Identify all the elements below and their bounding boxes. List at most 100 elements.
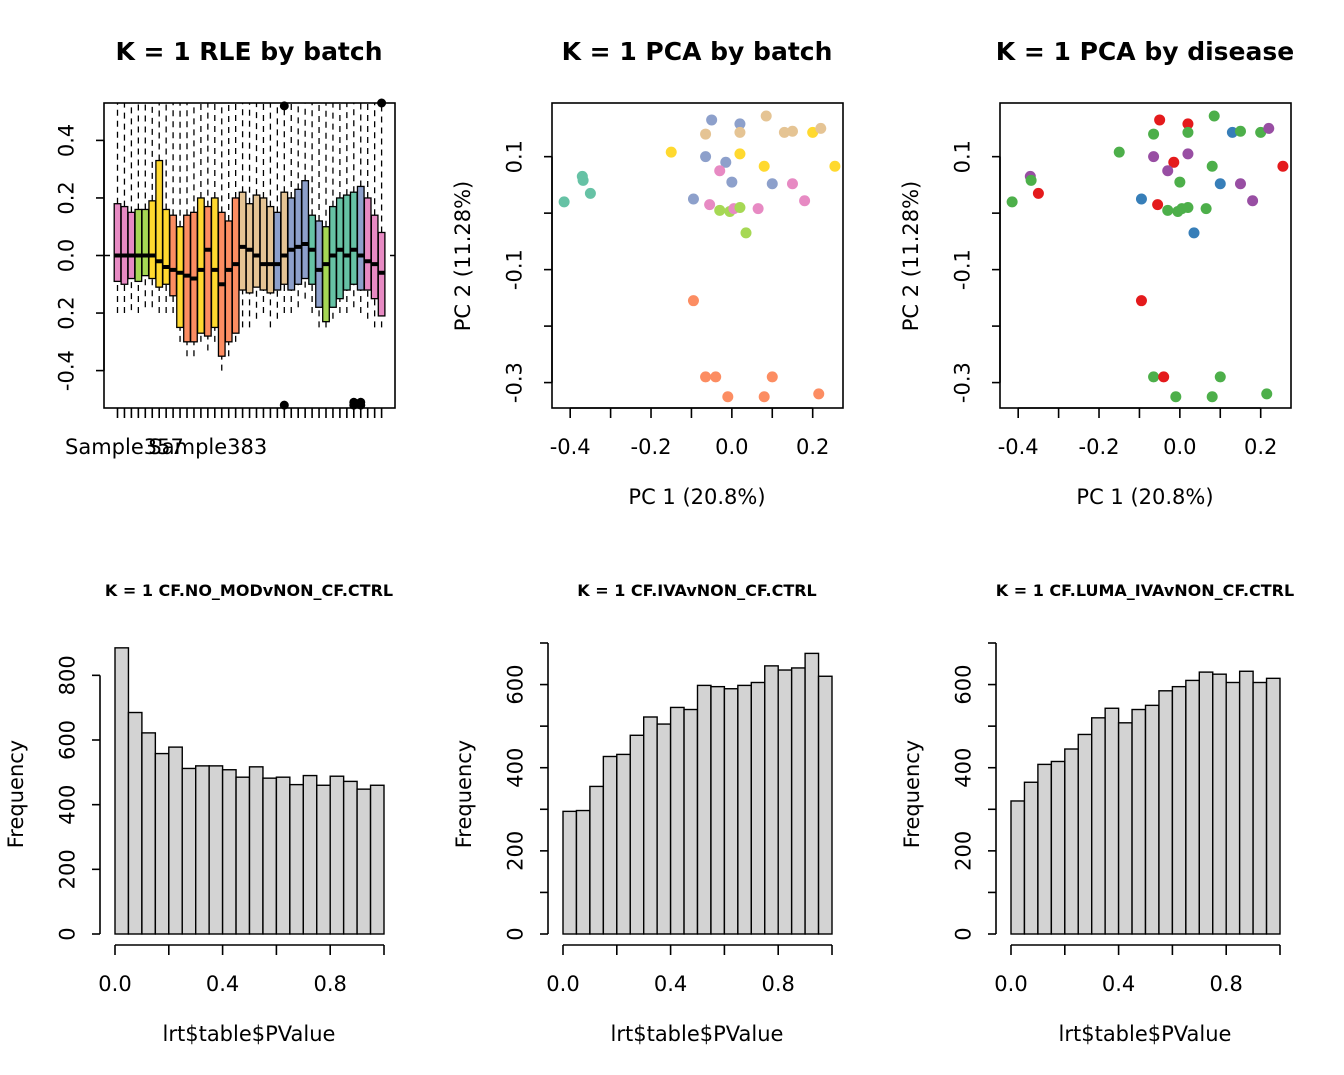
hist-nomod-ylabel: Frequency (4, 740, 28, 849)
pca-disease-plot-frame (999, 102, 1292, 409)
pca-disease-x-tick-label: 0.2 (1244, 435, 1277, 459)
pca-batch-ylabel: PC 2 (11.28%) (451, 181, 475, 332)
pca-batch-point (706, 114, 718, 126)
rle-box (141, 208, 150, 277)
pca-disease-panel: K = 1 PCA by disease -0.4 -0.2 0.0 0.2 -0.3… (899, 37, 1294, 509)
pca-batch-point (714, 165, 726, 177)
pca-batch-xlabel: PC 1 (20.8%) (628, 485, 765, 509)
pca-batch-point (584, 187, 596, 199)
pca-disease-point (1234, 125, 1246, 137)
hist-nomod-bar (141, 732, 157, 935)
pca-batch-point (734, 126, 746, 138)
hist-luma-bar (1225, 681, 1241, 935)
rle-x-tick-label: Sample383 (148, 435, 267, 459)
rle-y-tick-label: 0.2 (54, 296, 78, 329)
rle-box (301, 180, 310, 280)
pca-disease-point (1162, 204, 1174, 216)
pca-disease-points (1006, 110, 1289, 403)
pca-disease-y-tick-label: 0.1 (950, 140, 974, 173)
hist-nomod-x-tick-label: 0.4 (206, 972, 239, 996)
hist-iva-bars (562, 652, 833, 935)
pca-batch-x-tick-label: 0.0 (715, 435, 748, 459)
hist-iva-bar (750, 681, 766, 935)
rle-y-tick-label: 0.4 (54, 124, 78, 157)
hist-luma-y-axis: 0 200 400 600 (951, 642, 997, 941)
pca-disease-point (1214, 371, 1226, 383)
pca-disease-point (1135, 295, 1147, 307)
hist-iva-y-tick-label: 400 (503, 748, 527, 788)
hist-iva-bar (696, 684, 712, 935)
rle-box (273, 211, 282, 291)
hist-iva-bar (602, 755, 618, 935)
rle-plot-frame (103, 102, 396, 409)
hist-luma-x-tick-label: 0.0 (994, 972, 1027, 996)
hist-nomod-bar (302, 774, 318, 935)
hist-luma-bar (1064, 748, 1079, 935)
hist-nomod-bar (114, 647, 130, 935)
hist-iva-x-tick-label: 0.8 (761, 972, 794, 996)
pca-batch-point (726, 176, 738, 188)
hist-nomod-bar (127, 711, 143, 935)
pca-disease-point (1174, 176, 1186, 188)
pca-disease-point (1168, 156, 1180, 168)
pca-batch-point (734, 118, 746, 130)
pca-disease-point (1182, 118, 1194, 130)
hist-iva-bar (777, 669, 793, 935)
hist-nomod-bar (289, 783, 305, 935)
pca-disease-y-tick-label: -0.3 (950, 362, 974, 403)
rle-box (322, 226, 330, 323)
pca-batch-point (799, 195, 811, 207)
pca-batch-point (700, 128, 712, 140)
hist-luma-title: K = 1 CF.LUMA_IVAvNON_CF.CTRL (996, 581, 1294, 600)
hist-iva-y-axis: 0 200 400 600 (503, 642, 549, 941)
hist-nomod-bar (154, 752, 170, 935)
rle-box (363, 197, 372, 291)
rle-box (370, 214, 379, 300)
rle-box (342, 194, 351, 291)
pca-disease-point (1182, 201, 1194, 213)
pca-disease-point (1162, 165, 1174, 177)
hist-iva-bar (616, 753, 631, 935)
pca-batch-y-tick-label: 0.1 (502, 140, 526, 173)
pca-batch-point (704, 199, 716, 211)
pca-batch-point (760, 110, 772, 122)
pca-batch-plot-frame (551, 102, 844, 409)
hist-nomod-bar (262, 777, 278, 935)
hist-iva-bar (656, 723, 672, 935)
pca-batch-point (710, 371, 722, 383)
hist-iva-y-tick-label: 200 (503, 831, 527, 871)
hist-nomod-y-axis: 0 200 400 600 800 (55, 655, 101, 941)
hist-iva-xlabel: lrt$table$PValue (611, 1022, 784, 1046)
rle-box (134, 208, 143, 283)
pca-disease-point (1206, 391, 1218, 403)
pca-batch-panel: K = 1 PCA by batch -0.4 -0.2 0.0 0.2 -0.3-0… (451, 37, 844, 509)
rle-box (196, 197, 205, 334)
rle-box (162, 208, 171, 285)
pca-disease-y-axis: -0.3 -0.1 0.1 (950, 140, 1001, 403)
hist-iva-bar (764, 665, 779, 935)
pca-disease-point (1226, 126, 1238, 138)
pca-disease-point (1148, 371, 1160, 383)
pca-disease-point (1182, 148, 1194, 160)
hist-iva-bar (737, 684, 752, 935)
pca-batch-point (700, 371, 712, 383)
pca-batch-point (734, 201, 746, 213)
pca-disease-point (1277, 160, 1289, 172)
hist-luma-bar (1185, 679, 1200, 935)
hist-nomod-bar (181, 767, 197, 935)
hist-nomod-bars (114, 647, 385, 935)
hist-iva-y-tick-label: 0 (503, 927, 527, 940)
pca-batch-x-tick-label: -0.4 (550, 435, 591, 459)
hist-luma-bar (1212, 673, 1227, 935)
rle-box (315, 220, 323, 308)
hist-luma-bar (1144, 704, 1160, 935)
hist-iva-bar (817, 675, 833, 935)
pca-disease-point (1025, 174, 1037, 186)
pca-disease-point (1152, 199, 1164, 211)
pca-disease-x-tick-label: 0.0 (1163, 435, 1196, 459)
hist-nomod-bar (168, 746, 183, 935)
hist-nomod-bar (194, 765, 210, 935)
pca-disease-point (1247, 195, 1259, 207)
rle-x-tick-label: Sample357 (65, 435, 184, 459)
